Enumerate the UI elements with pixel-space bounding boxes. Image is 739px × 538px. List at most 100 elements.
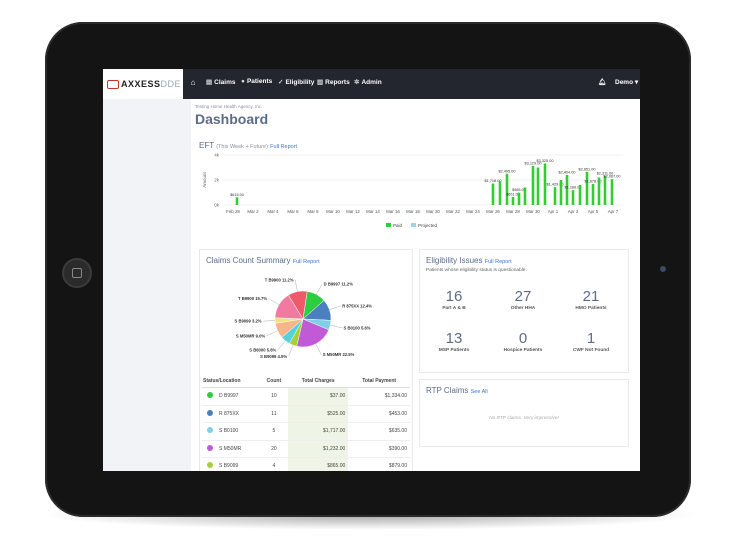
status-dot-icon — [207, 392, 213, 399]
eligibility-header: Eligibility Issues Full Report — [426, 256, 512, 265]
nav-eligibility[interactable]: ✓ Eligibility — [278, 79, 315, 86]
eft-bar-label: $2,404.00 — [559, 170, 576, 174]
pie-leader-line — [268, 298, 280, 305]
logo-area[interactable]: AXXESSDDE — [103, 69, 183, 99]
eft-x-tick-label: Mar 28 — [506, 209, 520, 214]
eft-x-tick-label: Mar 14 — [366, 209, 380, 214]
stat-hospice-patients[interactable]: 0 Hospice Patients — [503, 330, 543, 353]
claims-pie-chart: D B9997 11.2% R 875XX 12.4% S B0100 5.6% S … — [235, 277, 373, 359]
eft-x-tick-label: Apr 1 — [548, 209, 559, 214]
nav-claims[interactable]: ▤ Claims — [206, 79, 236, 86]
nav-reports[interactable]: ▥ Reports — [317, 79, 350, 86]
eft-x-tick-label: Mar 6 — [287, 209, 299, 214]
table-row[interactable]: S B9099 4 $865.00 $879.00 — [202, 457, 410, 471]
cell-count: 11 — [259, 405, 289, 423]
pie-leader-line — [288, 345, 294, 357]
agency-name: Testing Home Health Agency, Inc. — [195, 104, 263, 109]
eft-subtitle: (This Week + Future) — [216, 144, 268, 150]
pie-slice-label: S M50MR 9.0% — [236, 333, 266, 338]
eft-bar — [553, 187, 557, 205]
col-total-charges[interactable]: Total Charges — [288, 374, 349, 388]
claims-table: Status/Location Count Total Charges Tota… — [202, 374, 410, 471]
tablet-home-button[interactable] — [62, 258, 92, 288]
eft-bar-label: $615.00 — [230, 193, 244, 197]
pie-slice-label: S B9099 4.5% — [260, 354, 287, 359]
stat-hmo-patients[interactable]: 21 HMO Patients — [575, 288, 607, 311]
eligibility-title: Eligibility Issues — [426, 256, 483, 265]
status-dot-icon — [207, 427, 213, 434]
pie-leader-line — [266, 330, 278, 336]
bar-chart-icon: ▥ — [317, 79, 324, 86]
pie-slice-label: R 875XX 12.4% — [342, 303, 372, 308]
pie-leader-line — [294, 279, 298, 292]
eft-bar — [559, 180, 563, 205]
cell-total-charges: $1,232.00 — [288, 440, 349, 458]
bell-icon[interactable]: 🔔︎ — [598, 79, 607, 86]
cell-count: 20 — [259, 440, 289, 458]
cell-location: S M50MR — [218, 440, 260, 458]
table-row[interactable]: R 875XX 11 $525.00 $453.00 — [202, 405, 410, 423]
rtp-empty-message: No RTP claims. Very impressive! — [489, 416, 559, 421]
stat-cwf-not-found[interactable]: 1 CWF Not Found — [572, 330, 610, 353]
eft-bar — [603, 176, 607, 205]
pie-leader-line — [315, 343, 322, 355]
pie-leader-line — [263, 320, 276, 322]
eft-x-tick-label: Mar 4 — [267, 209, 279, 214]
legend-paid-label: Paid — [393, 223, 403, 228]
eft-bar — [585, 171, 589, 205]
eft-bar — [498, 181, 502, 205]
stat-msp-patients[interactable]: 13 MSP Patients — [438, 330, 470, 353]
eft-bar — [491, 183, 495, 205]
rtp-title: RTP Claims — [426, 386, 469, 395]
rtp-see-all-link[interactable]: See All — [470, 389, 488, 395]
stat-part-a-b[interactable]: 16 Part A & B — [442, 288, 466, 311]
home-icon[interactable]: ⌂ — [190, 78, 196, 87]
stat-other-hha[interactable]: 27 Other HHA — [510, 288, 536, 311]
claims-table-header: Status/Location Count Total Charges Tota… — [202, 374, 410, 388]
eft-full-report-link[interactable]: Full Report — [270, 144, 298, 150]
eft-bar-label: $985.00 — [512, 188, 526, 192]
eft-x-tick-label: Apr 7 — [608, 209, 619, 214]
nav-admin[interactable]: ✲ Admin — [354, 79, 382, 86]
eft-bar-label: $1,189.00 — [565, 186, 582, 190]
eft-bar-label: $2,651.00 — [579, 167, 596, 171]
cell-count: 10 — [259, 387, 289, 406]
main-content: Testing Home Health Agency, Inc. Dashboa… — [191, 99, 640, 471]
eft-x-tick-label: Mar 24 — [466, 209, 480, 214]
eft-bar — [536, 167, 540, 205]
eft-x-tick-label: Feb 28 — [226, 209, 240, 214]
cell-total-payment: $879.00 — [348, 457, 410, 471]
eft-bar-label: $1,429.00 — [547, 183, 564, 187]
col-total-payment[interactable]: Total Payment — [348, 374, 410, 388]
nav-patients[interactable]: ● Patients — [241, 78, 273, 85]
eft-y-tick-label: 4k — [214, 153, 220, 158]
eft-x-tick-label: Apr 5 — [588, 209, 599, 214]
col-count[interactable]: Count — [259, 374, 289, 388]
rtp-header: RTP Claims See All — [426, 386, 488, 395]
claims-full-report-link[interactable]: Full Report — [292, 259, 320, 265]
eft-y-tick-label: 2k — [214, 178, 220, 183]
eft-bar — [571, 190, 575, 205]
pie-slice-label: S B6000 5.6% — [249, 348, 276, 353]
eft-x-tick-label: Mar 20 — [426, 209, 440, 214]
table-row[interactable]: S B0100 5 $1,717.00 $635.00 — [202, 422, 410, 441]
cell-total-payment: $390.00 — [348, 440, 410, 458]
cell-count: 4 — [259, 457, 289, 471]
cell-count: 5 — [259, 422, 289, 441]
app-logo[interactable]: AXXESSDDE — [107, 79, 181, 90]
table-row[interactable]: S M50MR 20 $1,232.00 $390.00 — [202, 440, 410, 458]
col-status-location[interactable]: Status/Location — [202, 374, 260, 388]
eft-bar — [523, 187, 527, 205]
status-dot-icon — [207, 462, 213, 469]
user-menu[interactable]: Demo ▾ — [615, 79, 639, 86]
cell-total-charges: $37.00 — [288, 387, 349, 406]
eligibility-full-report-link[interactable]: Full Report — [484, 259, 512, 265]
pie-slice — [296, 318, 330, 348]
caret-down-icon: ▾ — [634, 79, 639, 86]
eft-card: EFT (This Week + Future) Full Report 4k 2… — [199, 141, 631, 239]
cell-total-payment: $1,334.00 — [348, 387, 410, 406]
legend-paid-swatch — [386, 223, 391, 227]
table-row[interactable]: D B9997 10 $37.00 $1,334.00 — [202, 387, 410, 406]
logo-mark-icon — [107, 80, 119, 90]
eft-bar — [591, 184, 595, 205]
